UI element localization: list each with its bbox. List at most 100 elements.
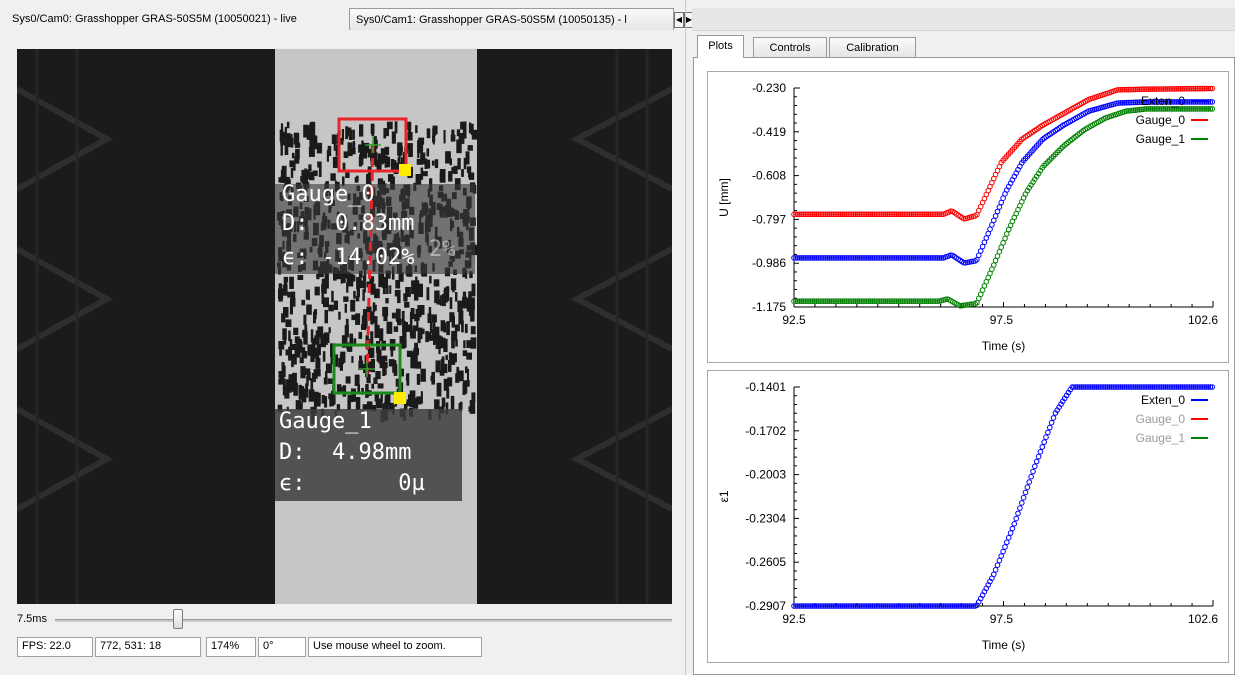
u-plot-point-gauge_0	[839, 211, 846, 218]
exposure-slider-track[interactable]	[55, 619, 672, 622]
u-plot-point-gauge_1	[1188, 106, 1195, 112]
speckle-dot	[448, 359, 452, 372]
u-plot-point-exten_0	[794, 255, 801, 261]
u-plot-point-gauge_0	[895, 211, 902, 218]
speckle-dot	[362, 404, 369, 410]
speckle-dot	[382, 285, 386, 295]
speckle-dot	[277, 404, 283, 412]
u-plot-point-gauge_1	[1004, 231, 1010, 237]
u-plot-x-tick-label: 92.5	[782, 313, 806, 327]
u-plot-point-gauge_0	[849, 211, 855, 218]
speckle-dot	[466, 166, 472, 173]
e-plot-point-exten_0	[856, 603, 863, 609]
speckle-dot	[440, 337, 446, 349]
u-plot-point-exten_0	[1125, 99, 1132, 106]
e-plot-point-exten_0	[994, 562, 1001, 568]
tab-calibration[interactable]: Calibration	[829, 37, 916, 58]
u-plot-point-gauge_0	[1166, 86, 1173, 92]
exposure-slider-handle[interactable]	[173, 609, 184, 629]
speckle-dot	[394, 121, 398, 134]
u-plot-point-exten_0	[804, 255, 810, 261]
e-plot-point-exten_0	[903, 603, 909, 609]
speckle-dot	[292, 372, 297, 384]
e-plot-point-exten_0	[927, 603, 934, 609]
u-plot-point-gauge_1	[888, 298, 894, 304]
e-plot-point-exten_0	[1039, 444, 1046, 450]
u-plot-legend-gauge_1[interactable]: Gauge_1	[1136, 132, 1186, 146]
speckle-dot	[415, 174, 422, 185]
u-plot-point-gauge_1	[839, 298, 846, 304]
speckle-dot	[308, 146, 315, 157]
tab-controls[interactable]: Controls	[753, 37, 827, 58]
speckle-dot	[415, 125, 418, 134]
speckle-dot	[428, 307, 432, 316]
e-plot-point-exten_0	[871, 603, 878, 609]
u-plot-legend-gauge_0[interactable]: Gauge_0	[1136, 113, 1186, 127]
speckle-dot	[415, 309, 420, 321]
speckle-dot	[462, 382, 466, 395]
e-plot-point-exten_0	[1011, 521, 1018, 527]
speckle-dot	[454, 324, 460, 332]
speckle-dot	[386, 321, 393, 334]
u-plot-point-gauge_0	[929, 211, 935, 218]
e-plot-point-exten_0	[878, 603, 885, 609]
u-plot-point-gauge_1	[856, 298, 863, 304]
e-plot-point-exten_0	[1020, 494, 1027, 501]
speckle-dot	[344, 325, 349, 338]
u-plot-point-gauge_1	[862, 298, 868, 304]
speckle-dot	[321, 293, 325, 304]
speckle-dot	[407, 131, 413, 141]
speckle-dot	[433, 279, 440, 287]
u-plot-point-gauge_1	[1147, 106, 1154, 112]
speckle-dot	[321, 283, 327, 294]
u-plot-point-gauge_0	[858, 211, 864, 218]
speckle-dot	[362, 309, 368, 322]
u-plot-point-gauge_1	[1123, 108, 1130, 114]
u-plot-point-gauge_1	[836, 298, 842, 304]
u-plot-point-gauge_1	[923, 298, 930, 304]
u-plot-point-gauge_1	[1151, 106, 1158, 112]
e-plot-legend-gauge_0[interactable]: Gauge_0	[1136, 412, 1186, 426]
tab-plots[interactable]: Plots	[697, 35, 744, 58]
u-plot-point-gauge_0	[903, 211, 909, 218]
e-plot-point-exten_0	[1127, 384, 1133, 390]
speckle-dot	[426, 287, 430, 301]
e-plot-legend-exten_0[interactable]: Exten_0	[1141, 393, 1185, 407]
speckle-dot	[400, 157, 403, 171]
u-plot-point-gauge_1	[1190, 106, 1197, 112]
speckle-dot	[420, 167, 424, 180]
speckle-dot	[459, 401, 463, 410]
e-plot-point-exten_0	[858, 603, 864, 609]
speckle-dot	[354, 374, 360, 386]
tab-cam1[interactable]: Sys0/Cam1: Grasshopper GRAS-50S5M (10050…	[349, 8, 674, 30]
u-plot-point-exten_0	[830, 255, 836, 261]
u-plot-legend-exten_0[interactable]: Exten_0	[1141, 94, 1185, 108]
e-plot-point-exten_0	[843, 603, 850, 609]
u-plot-point-gauge_0	[934, 211, 941, 218]
u-plot-point-gauge_1	[809, 298, 816, 304]
pane-splitter[interactable]	[685, 0, 686, 675]
speckle-dot	[471, 283, 476, 297]
u-plot-point-gauge_1	[860, 298, 866, 304]
speckle-dot	[284, 126, 287, 136]
u-plot-point-gauge_1	[1000, 240, 1006, 246]
camera-image	[17, 49, 672, 604]
e-plot-point-exten_0	[1147, 384, 1154, 390]
camera-view[interactable]: Gauge_0 D: 0.83mm ϵ: -14.02% 2% Gauge_1 …	[17, 49, 672, 604]
speckle-dot	[395, 280, 401, 289]
e-plot-point-exten_0	[936, 603, 943, 609]
speckle-dot	[353, 290, 356, 299]
u-plot-point-gauge_1	[811, 298, 818, 304]
speckle-dot	[468, 172, 475, 180]
e-plot-point-exten_0	[1138, 384, 1145, 390]
u-plot-point-gauge_0	[1164, 86, 1171, 92]
e-plot-point-exten_0	[1097, 384, 1104, 390]
tab-cam0[interactable]: Sys0/Cam0: Grasshopper GRAS-50S5M (10050…	[6, 8, 344, 30]
tab-scroll-left-icon[interactable]: ◀	[674, 12, 684, 28]
speckle-dot	[453, 165, 458, 174]
e-plot-legend-gauge_1[interactable]: Gauge_1	[1136, 431, 1186, 445]
u-plot-point-exten_0	[905, 255, 911, 261]
u-plot-point-gauge_0	[1173, 85, 1180, 92]
speckle-dot	[370, 405, 377, 412]
rotation-readout: 0°	[258, 637, 306, 657]
